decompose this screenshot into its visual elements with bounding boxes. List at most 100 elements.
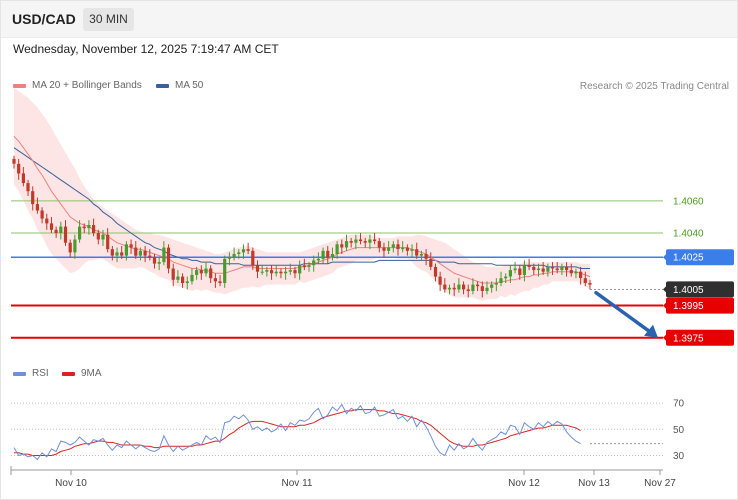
candle-body (499, 278, 503, 283)
candle (204, 262, 208, 277)
candle-body (513, 268, 517, 271)
candle (213, 273, 217, 288)
candle-body (494, 283, 498, 285)
projection-arrow-line (594, 290, 652, 334)
candle (452, 283, 456, 296)
candle (195, 266, 199, 280)
candle (490, 281, 494, 293)
candle-body (363, 241, 367, 243)
candle-body (368, 239, 372, 243)
candle-body (21, 173, 25, 184)
candle-body (101, 234, 105, 240)
candle-body (129, 244, 133, 248)
candle (466, 284, 470, 298)
candle (143, 245, 147, 263)
candle-body (555, 268, 559, 271)
x-tick-label: Nov 11 (282, 478, 313, 489)
candle-body (45, 218, 49, 224)
candle-body (87, 225, 91, 229)
candle (227, 252, 231, 266)
candle (176, 270, 180, 283)
candle (508, 265, 512, 283)
price-label-resistance: 1.4060 (673, 196, 704, 207)
candle-body (195, 270, 199, 275)
candle-body (232, 254, 236, 258)
candle (429, 252, 433, 271)
candle (63, 220, 68, 246)
rsi-ma-swatch (62, 371, 75, 376)
candle (274, 265, 278, 277)
candle-body (377, 241, 381, 248)
candle-body (321, 250, 325, 259)
candle (190, 268, 194, 285)
candle (138, 247, 142, 261)
candle (298, 260, 302, 280)
candle (92, 218, 96, 237)
candle-body (106, 234, 110, 250)
candle (232, 247, 236, 261)
price-label-support: 1.3975 (673, 333, 704, 344)
candle (401, 241, 405, 253)
candle-body (251, 250, 255, 266)
candle (241, 244, 246, 259)
ma50-line (13, 147, 590, 269)
candle-body (279, 271, 283, 274)
timeframe-button[interactable]: 30 MIN (83, 8, 134, 31)
candle-body (504, 276, 508, 279)
candle-body (373, 239, 377, 242)
candle-body (124, 244, 128, 256)
candle-body (560, 266, 564, 271)
candle-body (218, 281, 222, 283)
candle-body (433, 266, 438, 277)
candle-body (302, 265, 306, 267)
price-label-pointer-support (663, 333, 667, 342)
candle (129, 239, 133, 254)
candle-body (82, 226, 86, 229)
candle (485, 281, 489, 295)
ma20-line (13, 136, 591, 284)
candle-body (358, 239, 363, 242)
candle (387, 241, 391, 254)
candle-body (565, 266, 569, 271)
candle (504, 273, 508, 283)
x-tick-label: Nov 13 (578, 478, 610, 489)
candle-body (237, 252, 241, 254)
candle-body (410, 249, 414, 251)
candle (550, 262, 555, 275)
candle (358, 233, 363, 245)
candle (373, 233, 377, 245)
candle (166, 244, 171, 274)
candle (494, 278, 498, 292)
candle (377, 237, 381, 253)
symbol-title: USD/CAD (12, 11, 76, 27)
candle-body (419, 254, 423, 256)
candle (588, 279, 592, 290)
candle (499, 271, 503, 287)
candle (340, 239, 344, 254)
timestamp: Wednesday, November 12, 2025 7:19:47 AM … (13, 42, 279, 56)
candle (583, 271, 587, 287)
candle-body (490, 284, 494, 288)
candle (26, 179, 30, 196)
rsi-tick-label: 30 (673, 451, 685, 462)
candle-body (401, 247, 405, 250)
candle-body (288, 270, 292, 272)
rsi-tick-label: 70 (673, 399, 685, 410)
candle-body (335, 244, 339, 254)
candle (124, 241, 128, 261)
candle (443, 278, 447, 293)
candle-body (162, 247, 166, 263)
candle (148, 249, 152, 261)
candle-body (438, 276, 442, 285)
candle (59, 221, 63, 240)
price-legend-ma50: MA 50 (156, 80, 203, 91)
candle (335, 241, 339, 259)
candle (344, 234, 349, 251)
candle (218, 274, 222, 287)
candle-body (40, 210, 44, 219)
candle (171, 263, 175, 287)
ma20-swatch (13, 83, 26, 88)
ma50-legend-label: MA 50 (175, 80, 204, 91)
candle (54, 226, 58, 238)
